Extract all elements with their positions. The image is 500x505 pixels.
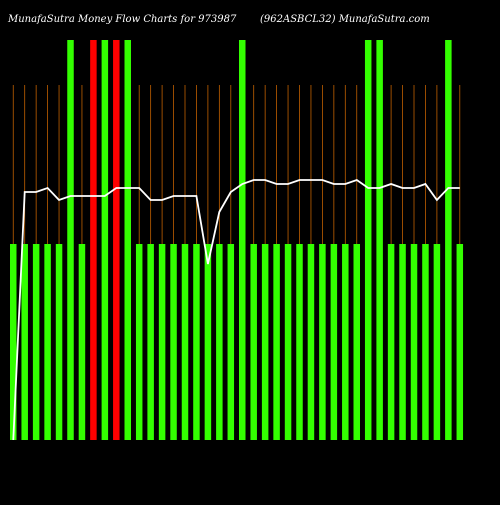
bar-7 xyxy=(78,244,86,440)
bar-37 xyxy=(422,244,429,440)
bar-23 xyxy=(261,244,269,440)
bar-39 xyxy=(445,40,452,440)
bar-14 xyxy=(158,244,166,440)
bar-18 xyxy=(204,244,212,440)
bar-28 xyxy=(319,244,326,440)
bar-9 xyxy=(101,40,109,440)
bar-17 xyxy=(193,244,200,440)
chart-subtitle: (962ASBCL32) MunafaSutra.com xyxy=(260,14,430,25)
bar-30 xyxy=(342,244,349,440)
bar-29 xyxy=(330,244,338,440)
bar-10 xyxy=(113,40,120,440)
bar-27 xyxy=(307,244,315,440)
bar-1 xyxy=(10,244,17,440)
bar-21 xyxy=(239,40,246,440)
bar-19 xyxy=(216,244,223,440)
bar-6 xyxy=(67,40,74,440)
bar-13 xyxy=(147,244,154,440)
bar-34 xyxy=(387,244,395,440)
bar-2 xyxy=(21,244,28,440)
flow-line xyxy=(12,178,460,441)
bar-26 xyxy=(296,244,303,440)
bars xyxy=(10,40,464,440)
bar-4 xyxy=(44,244,51,440)
bar-16 xyxy=(181,244,189,440)
bar-35 xyxy=(399,244,406,440)
chart-title: MunafaSutra Money Flow Charts for 973987 xyxy=(7,14,237,25)
bar-36 xyxy=(410,244,418,440)
bar-38 xyxy=(433,244,441,440)
bar-22 xyxy=(250,244,257,440)
bar-25 xyxy=(284,244,292,440)
bar-24 xyxy=(273,244,280,440)
bar-5 xyxy=(55,244,63,440)
bar-3 xyxy=(32,244,40,440)
bar-11 xyxy=(124,40,131,440)
bar-12 xyxy=(135,244,143,440)
flow-line-group xyxy=(12,178,460,441)
bar-40 xyxy=(456,244,464,440)
bar-31 xyxy=(353,244,360,440)
bar-15 xyxy=(170,244,177,440)
bar-20 xyxy=(227,244,235,440)
bar-33 xyxy=(376,40,383,440)
bar-8 xyxy=(90,40,97,440)
bar-32 xyxy=(364,40,372,440)
